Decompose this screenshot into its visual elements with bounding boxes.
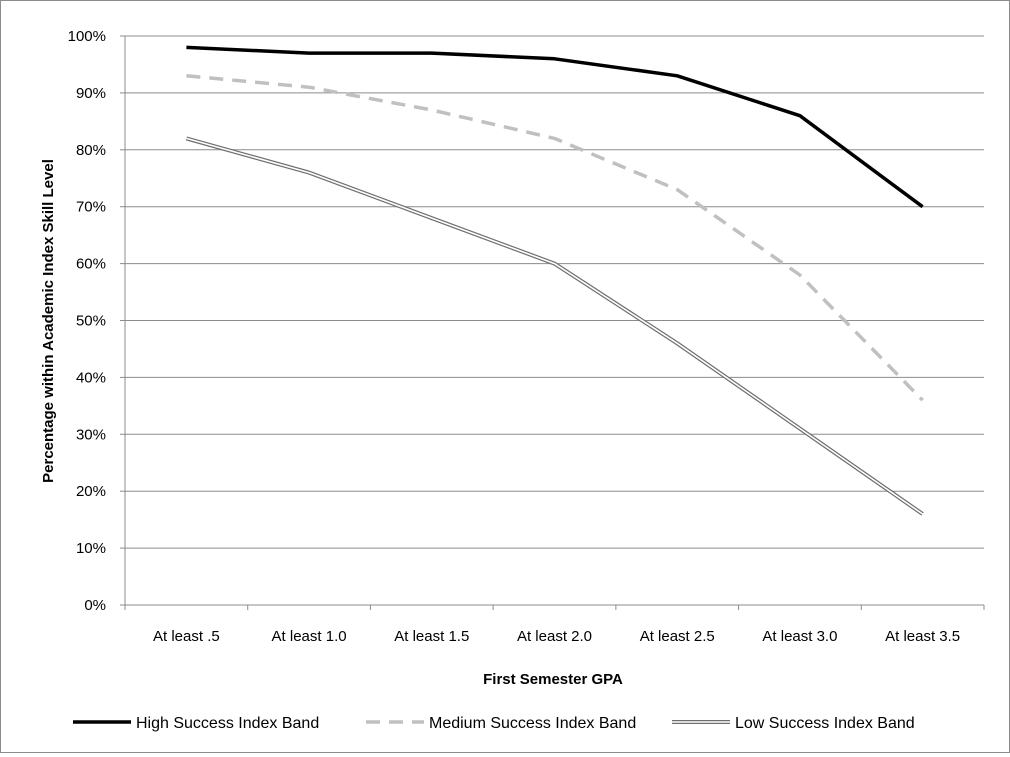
series-line-outer bbox=[186, 138, 922, 514]
series-3 bbox=[186, 138, 922, 514]
legend-item: Medium Success Index Band bbox=[366, 715, 636, 732]
x-tick-label: At least 3.5 bbox=[885, 628, 960, 645]
series-line bbox=[186, 47, 922, 206]
y-tick-label: 90% bbox=[76, 85, 106, 102]
y-tick-label: 30% bbox=[76, 426, 106, 443]
y-tick-label: 0% bbox=[84, 597, 106, 614]
y-tick-label: 70% bbox=[76, 199, 106, 216]
y-tick-label: 80% bbox=[76, 142, 106, 159]
x-tick-label: At least .5 bbox=[153, 628, 220, 645]
legend-label: Medium Success Index Band bbox=[429, 715, 636, 732]
y-tick-label: 40% bbox=[76, 369, 106, 386]
legend-label: Low Success Index Band bbox=[735, 715, 915, 732]
legend: High Success Index Band Medium Success In… bbox=[73, 715, 915, 732]
legend-item: Low Success Index Band bbox=[672, 715, 915, 732]
legend-item: High Success Index Band bbox=[73, 715, 319, 732]
gridlines bbox=[125, 36, 984, 548]
y-tick-label: 50% bbox=[76, 313, 106, 330]
x-tick-label: At least 2.5 bbox=[640, 628, 715, 645]
y-tick-label: 100% bbox=[68, 28, 106, 45]
series-1 bbox=[186, 47, 922, 206]
series-line-inner bbox=[186, 138, 922, 514]
x-axis-title: First Semester GPA bbox=[483, 671, 623, 688]
x-tick-label: At least 3.0 bbox=[762, 628, 837, 645]
y-tick-label: 10% bbox=[76, 540, 106, 557]
x-axis-ticks: At least .5 At least 1.0 At least 1.5 At le… bbox=[125, 605, 984, 645]
y-tick-label: 60% bbox=[76, 256, 106, 273]
y-axis-ticks: 0% 10% 20% 30% 40% 50% 60% 70% 80% 90% 100% bbox=[68, 28, 125, 614]
y-axis-title: Percentage within Academic Index Skill L… bbox=[40, 159, 57, 483]
x-tick-label: At least 1.0 bbox=[272, 628, 347, 645]
x-tick-label: At least 1.5 bbox=[394, 628, 469, 645]
y-tick-label: 20% bbox=[76, 483, 106, 500]
x-tick-label: At least 2.0 bbox=[517, 628, 592, 645]
legend-label: High Success Index Band bbox=[136, 715, 319, 732]
series-layer bbox=[186, 47, 922, 514]
